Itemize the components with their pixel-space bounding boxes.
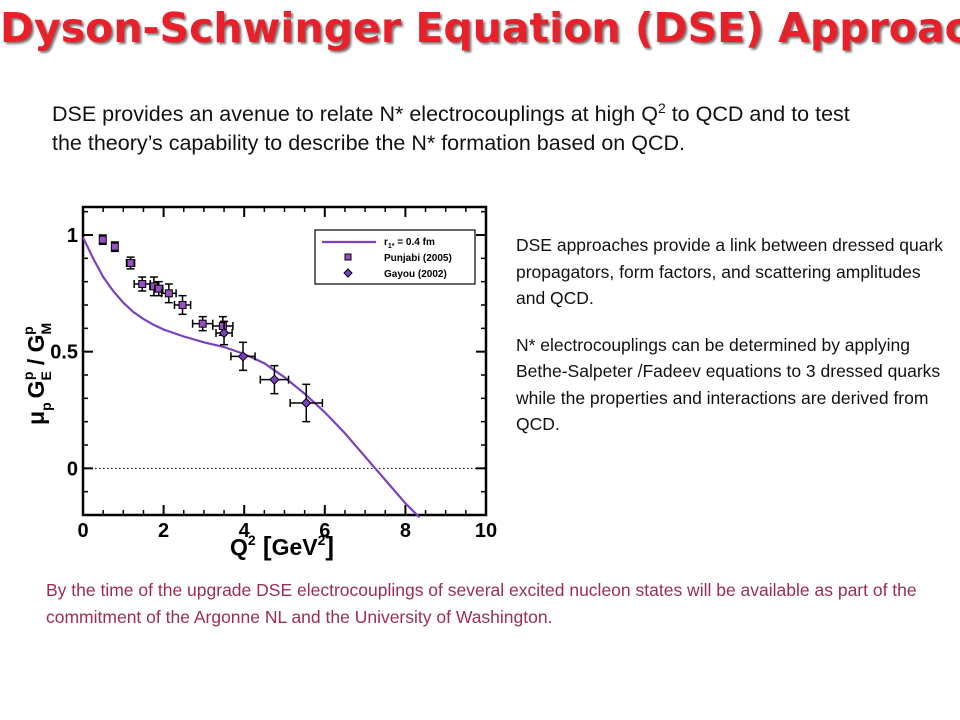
gayou-data-point	[237, 351, 249, 362]
y-axis-title-p-sup: p	[20, 372, 36, 381]
intro-text-sup: 2	[657, 100, 666, 116]
punjabi-data-point	[198, 319, 207, 328]
punjabi-data-point	[126, 259, 135, 267]
legend-box	[314, 229, 476, 285]
y-axis-title: μpGEp / GMp	[20, 323, 54, 425]
y-axis-title-e-sub: E	[38, 371, 54, 380]
y-axis-title-mu: μ	[23, 411, 49, 425]
y-tick-label: 0.5	[50, 342, 78, 364]
legend-label-sub: 1*	[388, 243, 395, 250]
legend-label-gayou: Gayou (2002)	[384, 269, 447, 280]
y-tick-label: 0	[67, 458, 78, 480]
slide-title: Dyson-Schwinger Equation (DSE) Approach	[0, 4, 960, 52]
right-description: DSE approaches provide a link between dr…	[516, 232, 946, 458]
x-axis-title-open-bracket: [	[256, 531, 272, 561]
x-tick-label: 10	[475, 520, 497, 542]
x-tick-label: 4	[239, 520, 251, 542]
gayou-data-point	[301, 397, 312, 409]
y-axis-title-p-sub: p	[38, 402, 54, 411]
x-axis-title-unit: GeV	[272, 534, 319, 560]
y-axis-title-p-sup2: p	[20, 326, 36, 335]
y-axis-title-slash: /	[23, 352, 49, 371]
legend-marker-gayou	[343, 268, 353, 278]
punjabi-data-point	[178, 301, 187, 309]
right-paragraph-2: N* electrocouplings can be determined by…	[516, 334, 941, 435]
punjabi-data-point	[218, 322, 227, 330]
x-tick-label: 2	[158, 520, 169, 542]
bottom-note: By the time of the upgrade DSE electroco…	[46, 580, 917, 627]
x-axis-title: Q2 [GeV2]	[230, 531, 334, 561]
intro-text-part1: DSE provides an avenue to relate N* elec…	[52, 102, 658, 127]
y-axis-title-g2: G	[23, 335, 49, 353]
plot-area: 0 2 4 6 8 10 0 0.5 1	[50, 205, 497, 542]
punjabi-data-point	[98, 235, 107, 244]
y-tick-label: 1	[67, 225, 78, 247]
legend-label-punjabi: Punjabi (2005)	[384, 253, 452, 264]
gayou-data-point	[269, 374, 280, 385]
legend-label-rest: = 0.4 fm	[395, 237, 435, 248]
right-paragraph-1: DSE approaches provide a link between dr…	[516, 235, 944, 308]
punjabi-data-point	[164, 289, 173, 298]
legend-label-r: r	[384, 237, 388, 248]
y-axis-title-m-sub: M	[38, 323, 54, 335]
x-axis-title-q: Q	[230, 534, 248, 560]
x-axis-title-close-bracket: ]	[325, 531, 334, 561]
y-axis-title-g: G	[23, 380, 49, 398]
punjabi-data-point	[154, 284, 163, 293]
x-axis-title-unit-sup: 2	[318, 532, 326, 548]
punjabi-data-point	[110, 242, 119, 251]
legend-marker-punjabi	[344, 253, 352, 261]
x-axis-title-sup: 2	[248, 532, 256, 548]
x-tick-label: 0	[77, 520, 88, 542]
legend: r1* = 0.4 fm Punjabi (2005) Gayou (2002)	[314, 229, 476, 285]
legend-label-curve: r1* = 0.4 fm	[384, 237, 435, 250]
punjabi-data-point	[138, 280, 147, 288]
intro-text: DSE provides an avenue to relate N* elec…	[52, 94, 872, 158]
intro-text-part2: to QCD and to test the theory’s capabili…	[52, 102, 850, 156]
x-tick-label: 6	[319, 520, 330, 542]
model-curve-line	[82, 236, 421, 519]
x-tick-label: 8	[400, 520, 411, 542]
gayou-data-point	[218, 327, 230, 339]
